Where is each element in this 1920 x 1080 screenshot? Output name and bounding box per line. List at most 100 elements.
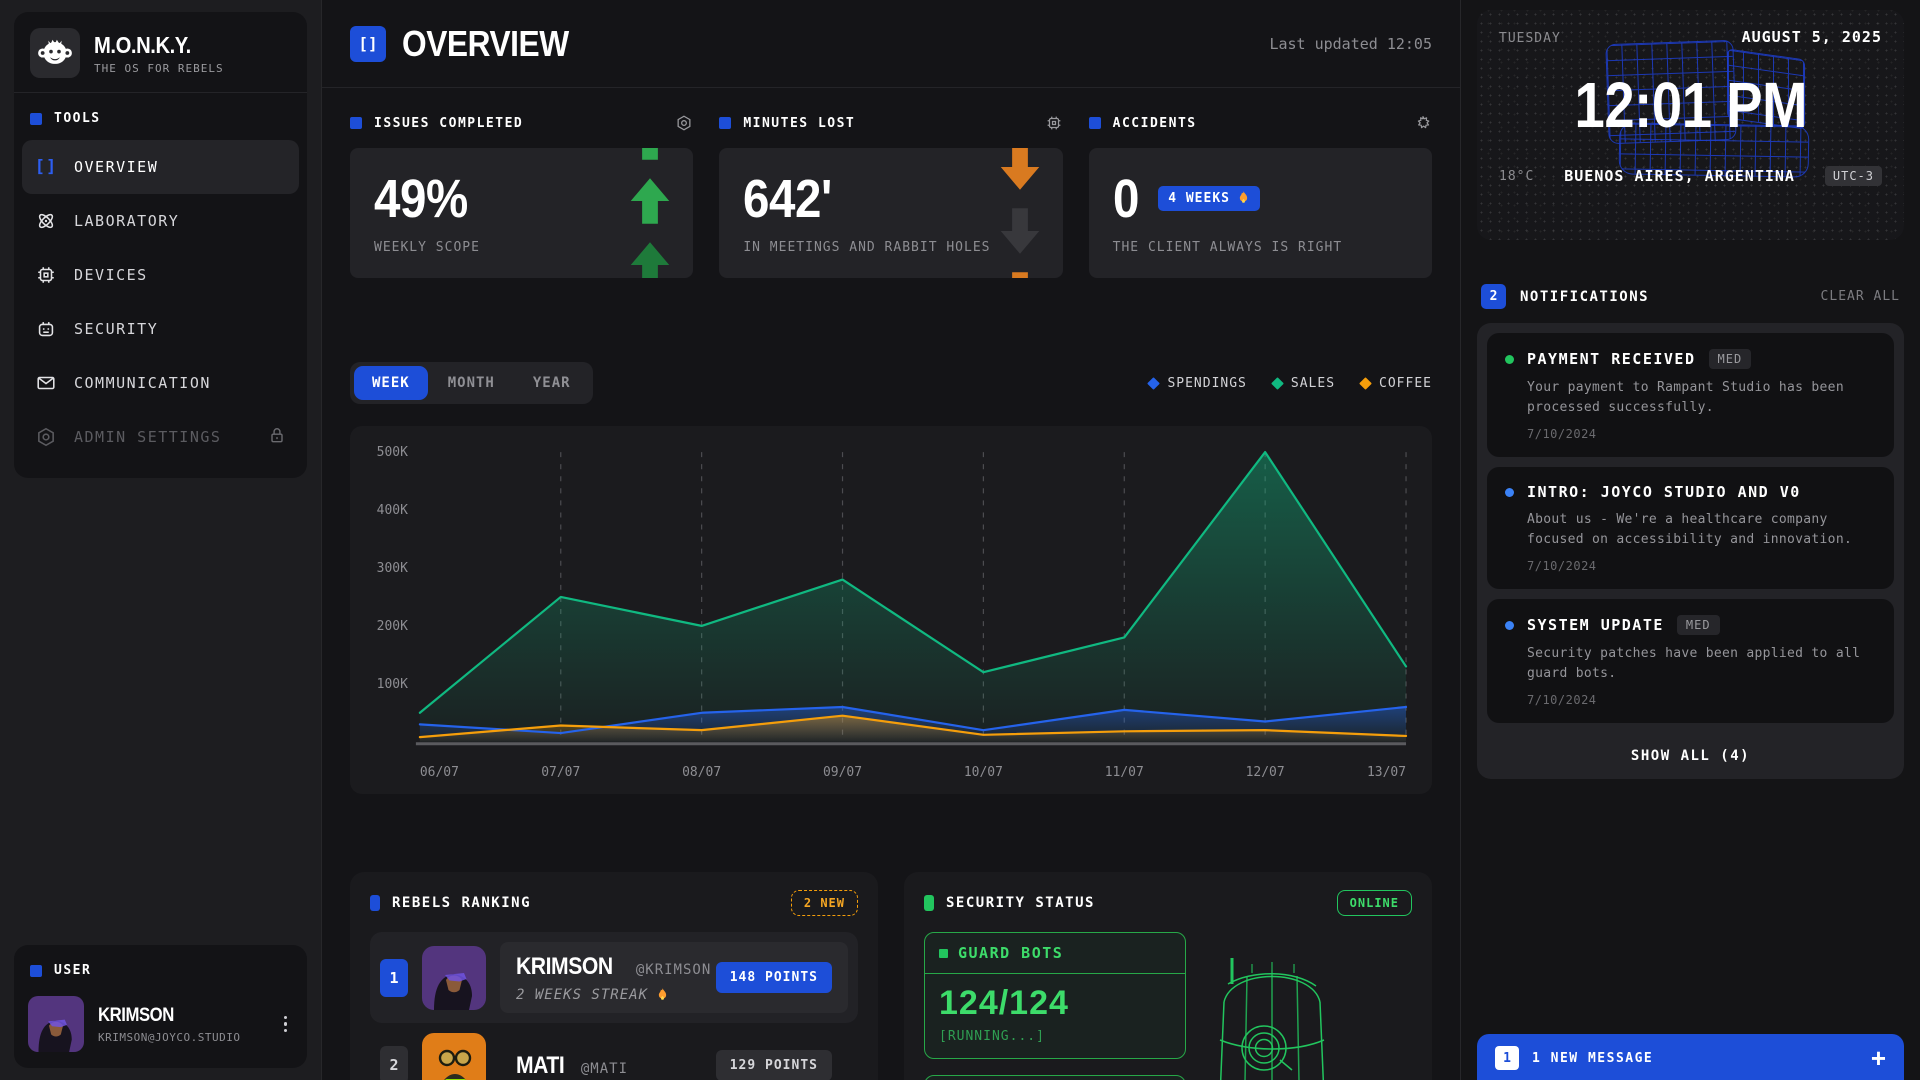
stats-row: ISSUES COMPLETED 49% WEEKLY SCOPE	[350, 114, 1432, 278]
ranking-row-2[interactable]: 2 MATI @MATI 129 POINTS	[370, 1023, 858, 1080]
show-all-button[interactable]: SHOW ALL (4)	[1487, 733, 1894, 779]
clock-time: 12:01 PM	[1574, 69, 1807, 141]
main-header: [] OVERVIEW Last updated 12:05	[322, 0, 1460, 88]
sidebar-item-communication[interactable]: COMMUNICATION	[22, 356, 299, 410]
ranking-title: REBELS RANKING	[392, 895, 532, 911]
diamond-icon	[1147, 376, 1161, 390]
diamond-icon	[1271, 376, 1284, 390]
lock-icon	[267, 425, 287, 449]
tab-week[interactable]: WEEK	[354, 366, 428, 400]
sidebar: M.O.N.K.Y. THE OS FOR REBELS TOOLS [] OV…	[0, 0, 322, 1080]
notification-item[interactable]: INTRO: JOYCO STUDIO AND V0 About us - We…	[1487, 467, 1894, 589]
sidebar-item-label: SECURITY	[74, 320, 159, 338]
stat-title: ISSUES COMPLETED	[374, 115, 524, 131]
rank-streak-text: 2 WEEKS STREAK	[516, 987, 649, 1003]
chart-controls: WEEK MONTH YEAR SPENDINGS SALES COFFEE	[350, 362, 1432, 404]
message-count-badge: 1	[1495, 1046, 1519, 1070]
priority-badge: MED	[1708, 349, 1752, 369]
nut-icon[interactable]	[675, 114, 693, 132]
chart-legend: SPENDINGS SALES COFFEE	[1147, 376, 1432, 391]
rebels-ranking-panel: REBELS RANKING 2 NEW 1 KRIMSON	[350, 872, 878, 1080]
app-identity: M.O.N.K.Y. THE OS FOR REBELS	[94, 32, 224, 75]
legend-spendings: SPENDINGS	[1147, 376, 1246, 391]
monkey-logo-icon	[30, 28, 80, 78]
streak-badge-text: 4 WEEKS	[1168, 191, 1230, 206]
stat-value: 0	[1112, 168, 1139, 229]
rank-row-main: KRIMSON @KRIMSON 2 WEEKS STREAK 148 POIN…	[500, 942, 848, 1013]
clear-all-button[interactable]: CLEAR ALL	[1820, 289, 1900, 304]
status-dot	[1505, 354, 1514, 364]
legend-coffee: COFFEE	[1359, 376, 1432, 391]
nut-icon	[34, 425, 58, 449]
svg-text:200K: 200K	[377, 619, 408, 634]
streak-badge: 4 WEEKS	[1158, 186, 1260, 211]
last-updated: Last updated 12:05	[1269, 34, 1432, 53]
stat-caption: WEEKLY SCOPE	[374, 239, 480, 255]
sidebar-item-laboratory[interactable]: LABORATORY	[22, 194, 299, 248]
security-body: GUARD BOTS 124/124 [RUNNING...] FIREWALL	[924, 932, 1412, 1080]
online-badge: ONLINE	[1336, 890, 1412, 916]
app-logo-row: M.O.N.K.Y. THE OS FOR REBELS	[14, 12, 307, 92]
user-row[interactable]: KRIMSON KRIMSON@JOYCO.STUDIO	[14, 988, 307, 1068]
user-menu-kebab-icon[interactable]	[278, 1010, 294, 1039]
svg-text:06/07: 06/07	[420, 765, 459, 780]
notifications-title: NOTIFICATIONS	[1520, 288, 1650, 305]
chip-icon	[34, 263, 58, 287]
stat-card-accidents: ACCIDENTS 0 4 WEEKS THE CLIENT ALWAYS IS…	[1088, 114, 1432, 278]
brackets-icon: []	[34, 157, 58, 177]
clock-date: AUGUST 5, 2025	[1741, 28, 1882, 46]
stat-box: 0 4 WEEKS THE CLIENT ALWAYS IS RIGHT	[1088, 148, 1432, 278]
svg-text:10/07: 10/07	[964, 765, 1003, 780]
svg-text:12/07: 12/07	[1246, 765, 1285, 780]
blue-square-bullet	[30, 112, 42, 125]
status-dot	[1505, 620, 1514, 630]
svg-text:08/07: 08/07	[682, 765, 721, 780]
notification-date: 7/10/2024	[1527, 427, 1597, 441]
user-label-text: USER	[54, 963, 92, 978]
priority-badge: MED	[1676, 615, 1720, 635]
ranking-list: 1 KRIMSON @KRIMSON 2 WEEKS	[370, 932, 858, 1080]
green-square-bullet	[939, 948, 948, 958]
overview-brackets-icon: []	[350, 25, 386, 62]
chip-icon[interactable]	[1045, 114, 1063, 132]
sidebar-item-security[interactable]: SECURITY	[22, 302, 299, 356]
main-body: ISSUES COMPLETED 49% WEEKLY SCOPE	[322, 88, 1460, 1080]
guard-bots-label: GUARD BOTS	[958, 944, 1064, 962]
status-dot	[1505, 487, 1514, 497]
notification-title: PAYMENT RECEIVED	[1527, 350, 1696, 368]
sidebar-divider	[14, 92, 307, 93]
notification-item[interactable]: PAYMENT RECEIVED MED Your payment to Ram…	[1487, 333, 1894, 457]
blue-square-bullet	[30, 964, 42, 977]
ranking-row-1[interactable]: 1 KRIMSON @KRIMSON 2 WEEKS	[370, 932, 858, 1023]
svg-text:13/07: 13/07	[1367, 765, 1406, 780]
guard-bots-value: 124/124	[939, 984, 1069, 1022]
clock-utc-offset: UTC-3	[1824, 166, 1882, 186]
notification-item[interactable]: SYSTEM UPDATE MED Security patches have …	[1487, 599, 1894, 723]
tab-year[interactable]: YEAR	[515, 366, 589, 400]
rank-name: MATI	[516, 1051, 565, 1079]
rank-handle: @KRIMSON	[635, 962, 712, 978]
sidebar-item-admin-settings[interactable]: ADMIN SETTINGS	[22, 410, 299, 464]
area-chart[interactable]: 100K 200K 300K 400K 500K 06/07 07/07 08/07 09/07…	[350, 426, 1432, 794]
stat-card-minutes-lost: MINUTES LOST 642' IN MEETINGS AND RABBIT…	[719, 114, 1063, 278]
security-status-panel: SECURITY STATUS ONLINE GUARD BOTS 124/12…	[904, 872, 1432, 1080]
notification-date: 7/10/2024	[1527, 559, 1597, 573]
burst-icon[interactable]	[1414, 114, 1432, 132]
sidebar-item-devices[interactable]: DEVICES	[22, 248, 299, 302]
diamond-icon	[1359, 376, 1372, 390]
envelope-icon	[34, 371, 58, 395]
blue-bar-bullet	[370, 895, 380, 911]
trend-up-arrows-icon	[629, 148, 671, 278]
flame-icon	[1239, 191, 1248, 203]
tab-month[interactable]: MONTH	[430, 366, 513, 400]
sidebar-item-overview[interactable]: [] OVERVIEW	[22, 140, 299, 194]
notifications-header: 2 NOTIFICATIONS CLEAR ALL	[1477, 284, 1904, 309]
bottom-panels: REBELS RANKING 2 NEW 1 KRIMSON	[350, 872, 1432, 1080]
notification-body: About us - We're a healthcare company fo…	[1527, 512, 1853, 547]
points-badge: 148 POINTS	[715, 962, 832, 993]
svg-text:11/07: 11/07	[1105, 765, 1144, 780]
new-message-bar[interactable]: 1 1 NEW MESSAGE +	[1477, 1034, 1904, 1080]
user-email: KRIMSON@JOYCO.STUDIO	[98, 1031, 241, 1044]
plus-icon[interactable]: +	[1870, 1043, 1886, 1073]
svg-text:300K: 300K	[377, 561, 408, 576]
